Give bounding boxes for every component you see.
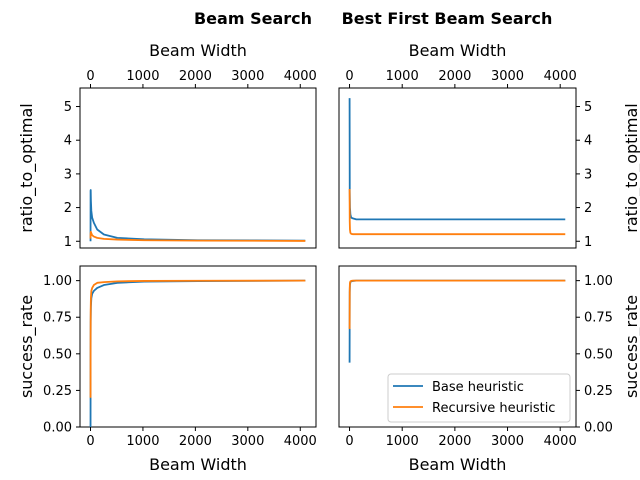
y-axis-label: ratio_to_optimal — [17, 103, 37, 232]
x-tick-label: 0 — [345, 69, 353, 84]
legend: Base heuristic Recursive heuristic — [387, 373, 571, 423]
x-tick-label: 3000 — [231, 434, 264, 449]
y-tick-label: 0.00 — [43, 421, 72, 436]
y-tick-label: 5 — [64, 100, 72, 115]
x-tick-label: 1000 — [126, 434, 159, 449]
x-tick-label: 4000 — [544, 69, 577, 84]
panel-top-left: 0 1000 2000 3000 4000 Beam Width 1 2 3 4 5 ratio_to… — [17, 41, 317, 250]
x-tick-label: 4000 — [284, 434, 317, 449]
y-axis-label: ratio_to_optimal — [622, 103, 640, 232]
axes-frame — [79, 87, 317, 249]
x-tick-label: 1000 — [126, 69, 159, 84]
series-line-recursive — [89, 230, 306, 242]
x-axis-label: Beam Width — [409, 41, 507, 60]
panel-bottom-right: 0 1000 2000 3000 4000 Beam Width 0.00 0.25 0.50 0… — [338, 265, 640, 474]
series-line-recursive — [348, 189, 566, 236]
x-tick-label: 1000 — [386, 434, 419, 449]
y-tick-label: 0.25 — [43, 384, 72, 399]
x-tick-label: 2000 — [438, 69, 471, 84]
x-axis-label: Beam Width — [149, 455, 247, 474]
y-tick-label: 0.00 — [584, 421, 613, 436]
y-tick-label: 1 — [584, 235, 592, 250]
series-line-recursive — [89, 279, 306, 398]
y-tick-label: 4 — [584, 134, 592, 149]
legend-label-recursive: Recursive heuristic — [432, 401, 555, 416]
x-tick-label: 3000 — [491, 434, 524, 449]
y-tick-label: 0.25 — [584, 384, 613, 399]
x-tick-label: 1000 — [386, 69, 419, 84]
x-tick-label: 2000 — [179, 69, 212, 84]
legend-box — [387, 373, 571, 423]
panel-bottom-left: 0 1000 2000 3000 4000 Beam Width 0.00 0.25 0.50 0… — [17, 265, 317, 474]
y-tick-label: 5 — [584, 100, 592, 115]
y-tick-label: 0.75 — [584, 311, 613, 326]
x-tick-label: 0 — [86, 434, 94, 449]
y-tick-label: 2 — [64, 201, 72, 216]
x-tick-label: 0 — [345, 434, 353, 449]
y-tick-label: 1 — [64, 235, 72, 250]
x-tick-label: 2000 — [438, 434, 471, 449]
y-tick-label: 1.00 — [43, 274, 72, 289]
x-tick-label: 2000 — [179, 434, 212, 449]
x-axis-label: Beam Width — [409, 455, 507, 474]
series-line-recursive — [348, 279, 566, 329]
y-tick-label: 0.50 — [43, 347, 72, 362]
x-tick-label: 0 — [86, 69, 94, 84]
x-tick-label: 4000 — [284, 69, 317, 84]
axes-frame — [338, 87, 577, 249]
y-tick-label: 1.00 — [584, 274, 613, 289]
x-axis-label: Beam Width — [149, 41, 247, 60]
y-tick-label: 3 — [64, 167, 72, 182]
series-line-base — [89, 189, 306, 242]
y-axis-label: success_rate — [17, 295, 37, 398]
x-tick-label: 3000 — [231, 69, 264, 84]
axes-frame — [338, 265, 577, 428]
y-tick-label: 0.50 — [584, 347, 613, 362]
x-tick-label: 4000 — [544, 434, 577, 449]
panel-top-right: 0 1000 2000 3000 4000 Beam Width 1 2 3 4 5 ratio_to… — [338, 41, 640, 250]
legend-label-base: Base heuristic — [432, 380, 524, 395]
axes-frame — [79, 265, 317, 428]
y-axis-label: success_rate — [622, 295, 640, 398]
y-tick-label: 0.75 — [43, 311, 72, 326]
title-best-first-beam-search: Best First Beam Search — [342, 9, 553, 28]
x-tick-label: 3000 — [491, 69, 524, 84]
title-beam-search: Beam Search — [194, 9, 312, 28]
y-tick-label: 4 — [64, 134, 72, 149]
y-tick-label: 3 — [584, 167, 592, 182]
y-tick-label: 2 — [584, 201, 592, 216]
